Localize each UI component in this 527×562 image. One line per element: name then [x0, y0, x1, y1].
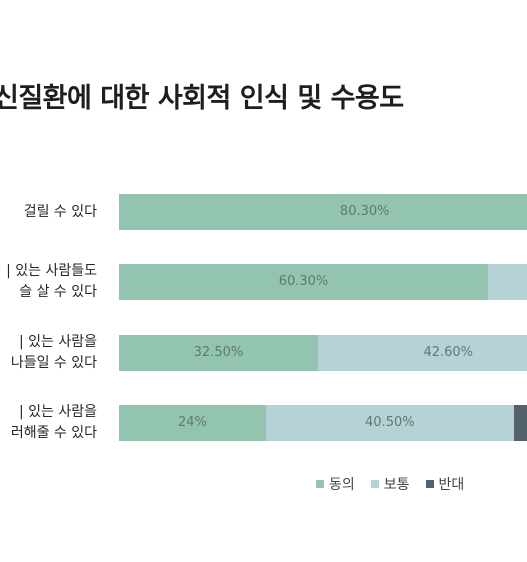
legend-item: 반대 [425, 474, 465, 494]
bar-segment-동의 [119, 335, 318, 371]
data-label: 40.50% [365, 415, 415, 430]
data-label: 32.50% [193, 345, 244, 360]
bar-segment-보통 [317, 335, 527, 371]
legend-label: 동의 [329, 477, 355, 493]
category-label-line: | 있는 사람을 [18, 334, 97, 350]
category-label: 걸릴 수 있다 [24, 202, 97, 223]
bar-segment-보통 [488, 264, 527, 300]
category-label-line: 걸릴 수 있다 [23, 203, 97, 220]
legend-label: 반대 [438, 477, 465, 493]
category-label-line: | 있는 사람들도 [6, 263, 97, 279]
category-label-line: 슬 살 수 있다 [19, 284, 97, 300]
legend-item: 보통 [370, 474, 410, 494]
data-label: 60.30% [278, 274, 329, 289]
legend-item: 동의 [316, 474, 355, 494]
legend-swatch [316, 480, 324, 488]
category-label-line: 러해줄 수 있다 [10, 425, 97, 441]
bar-segment-반대 [513, 405, 527, 441]
category-label-line: 나들일 수 있다 [10, 355, 97, 371]
bar-segment-동의 [119, 405, 266, 441]
bar-segment-동의 [119, 194, 527, 230]
legend-swatch [425, 480, 434, 488]
legend: 동의 보통 반대 [316, 474, 480, 494]
bar-segment-보통 [265, 405, 514, 441]
data-label: 80.30% [339, 204, 390, 219]
legend-swatch [370, 480, 379, 488]
chart-title: 신질환에 대한 사회적 인식 및 수용도 [0, 83, 404, 114]
category-label-line: | 있는 사람을 [18, 404, 97, 420]
data-label: 24% [177, 415, 207, 430]
legend-label: 보통 [383, 477, 410, 493]
bar-segment-동의 [119, 264, 489, 300]
data-label: 42.60% [423, 345, 474, 360]
